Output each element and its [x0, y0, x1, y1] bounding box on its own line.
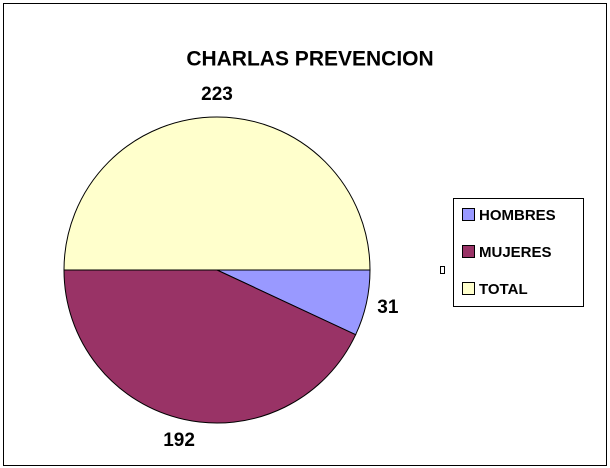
legend-box	[453, 198, 584, 307]
legend-label: HOMBRES	[479, 207, 556, 224]
icon	[440, 266, 445, 274]
legend-label: MUJERES	[479, 244, 552, 261]
pie-slice	[63, 269, 357, 424]
data-label: 31	[377, 297, 399, 318]
legend-label: TOTAL	[479, 281, 528, 298]
data-label: 223	[201, 84, 233, 105]
legend-swatch	[462, 208, 475, 221]
data-label: 192	[163, 430, 195, 451]
legend-swatch	[462, 245, 475, 258]
legend-swatch	[462, 282, 475, 295]
pie-slice	[63, 116, 371, 271]
chart-title: CHARLAS PREVENCION	[186, 48, 433, 71]
